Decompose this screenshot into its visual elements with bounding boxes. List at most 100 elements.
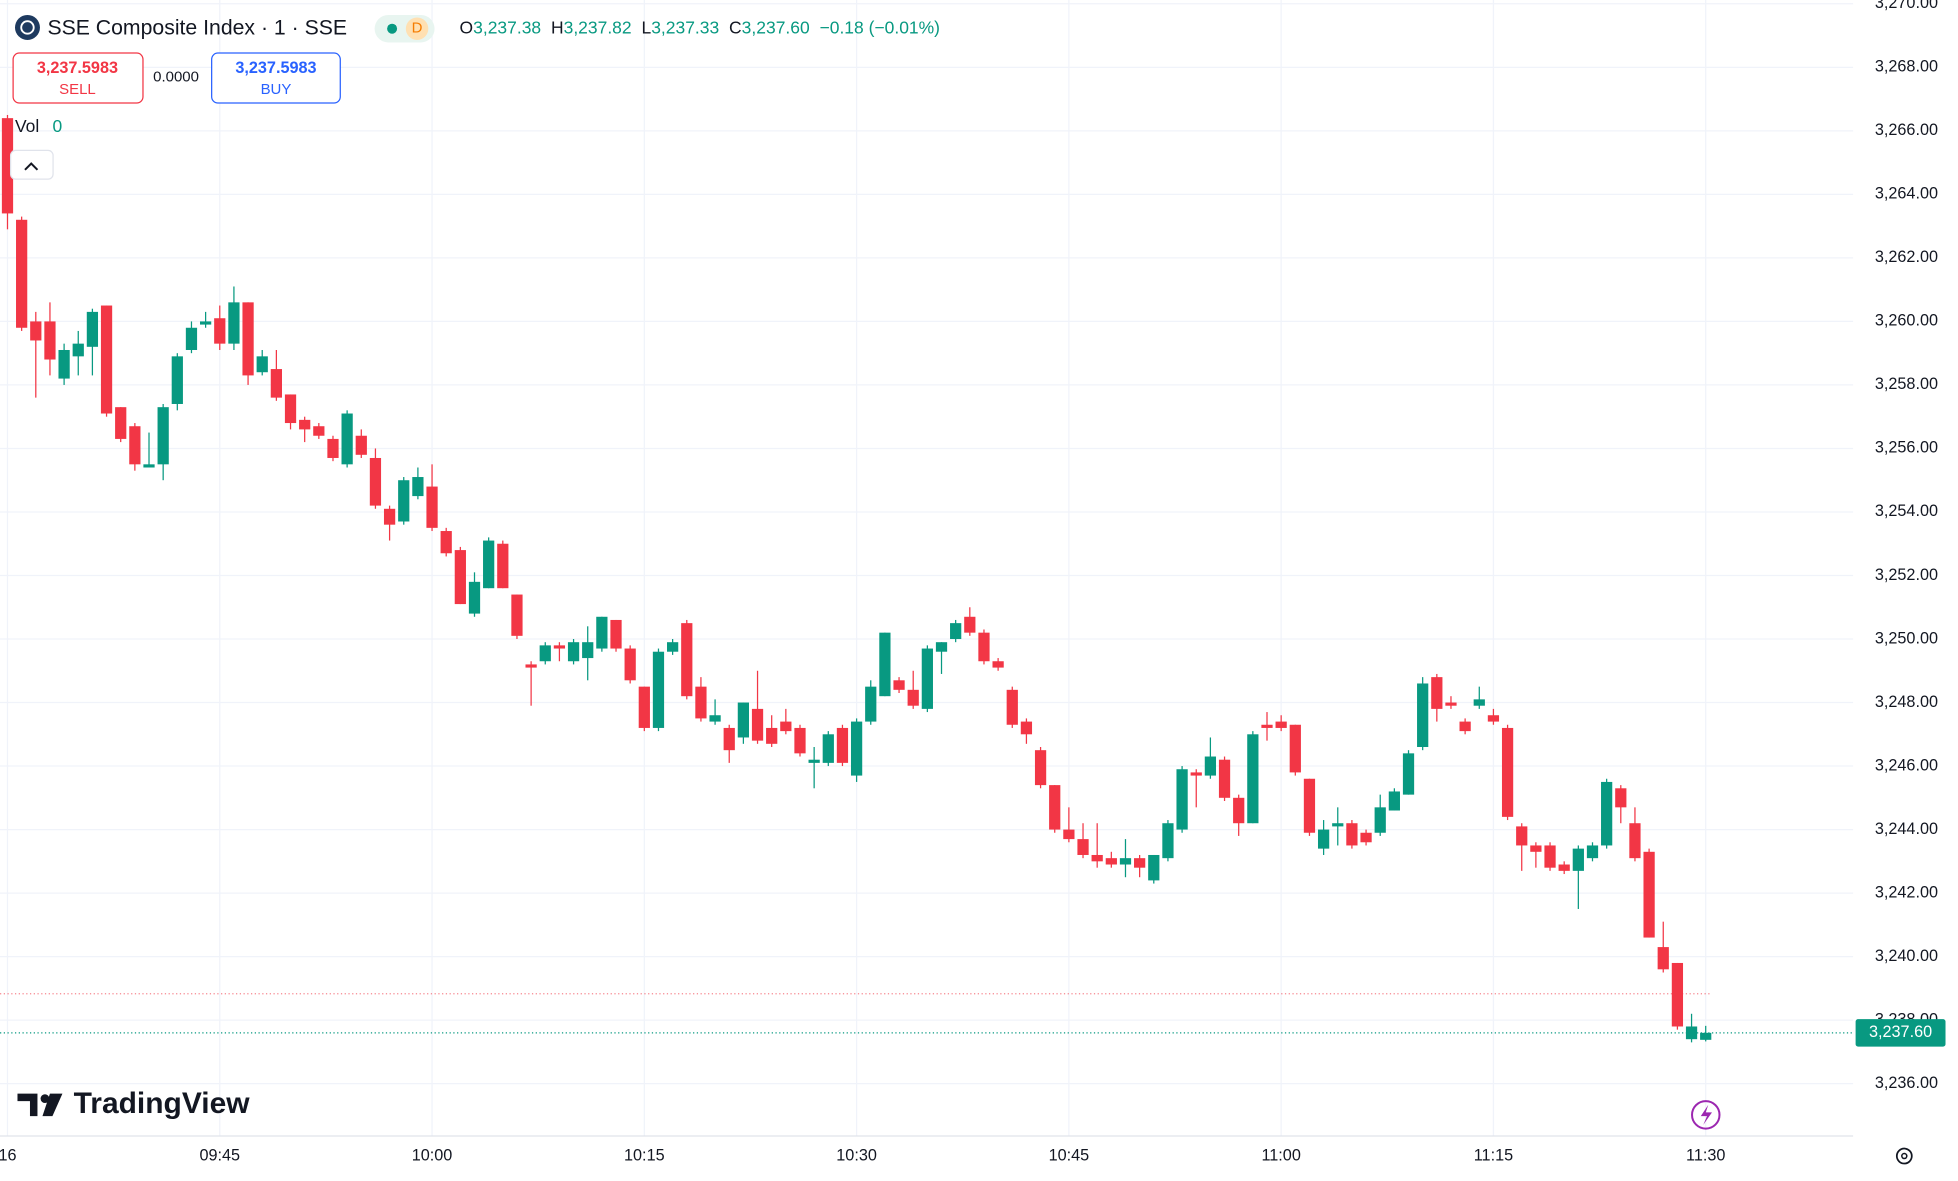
x-tick-label: 10:45 [1049, 1146, 1090, 1164]
candle-body [1091, 854, 1103, 862]
candle-body [313, 426, 325, 436]
candle-body [553, 645, 566, 649]
candle-body [115, 407, 127, 439]
candle-body [440, 531, 452, 554]
candle-body [171, 356, 183, 404]
candle-body [850, 721, 863, 776]
y-tick-label: 3,260.00 [1875, 312, 1938, 330]
ohlc-label: H [551, 17, 564, 37]
volume-value: 0 [52, 116, 62, 136]
candle-body [1360, 832, 1372, 843]
candle-body [737, 702, 750, 738]
candle-body [879, 632, 891, 697]
candle-body [511, 594, 523, 636]
candle-body [214, 318, 226, 344]
candle-body [383, 508, 396, 525]
y-tick-label: 3,268.00 [1875, 58, 1938, 76]
candle-body [1516, 826, 1528, 846]
candle-body [1204, 756, 1217, 776]
candle-body [369, 457, 382, 506]
y-tick-label: 3,248.00 [1875, 693, 1938, 711]
candle-body [497, 543, 509, 589]
candle-body [1501, 727, 1514, 817]
candle-body [1685, 1026, 1698, 1040]
candle-body [1473, 699, 1485, 706]
candle-body [1275, 721, 1287, 728]
candle-body [1700, 1032, 1712, 1040]
candle-body [893, 680, 905, 690]
spread: 0.0000 [153, 68, 199, 85]
candle-body [284, 394, 297, 424]
sell-price: 3,237.5983 [37, 59, 118, 77]
candle-body [723, 727, 735, 751]
ohlc-label: C [729, 17, 742, 37]
buy-price: 3,237.5983 [235, 59, 316, 77]
candle-body [978, 632, 990, 662]
candle-body [412, 477, 424, 497]
candle-body [695, 686, 707, 719]
candle-body [1049, 785, 1061, 830]
market-status-dot [387, 23, 398, 34]
candle-body [709, 715, 721, 722]
candle-body [681, 623, 693, 697]
x-tick-label: 11:00 [1261, 1146, 1300, 1164]
candle-body [766, 727, 778, 744]
candle-body [199, 321, 212, 325]
y-tick-label: 3,242.00 [1875, 883, 1938, 901]
candle-body [1643, 851, 1655, 938]
candle-body [1629, 823, 1641, 859]
candle-body [610, 619, 622, 649]
candle-body [256, 356, 268, 373]
candle-body [1445, 702, 1457, 706]
candle-body [157, 407, 169, 465]
candle-body [1006, 689, 1018, 725]
sell-button[interactable] [12, 52, 144, 104]
candle-body [426, 486, 438, 528]
sell-label: SELL [59, 81, 96, 98]
candle-body [1247, 734, 1259, 824]
candle-body [624, 648, 636, 681]
candle-body [865, 686, 877, 722]
lightning-button[interactable] [1691, 1100, 1721, 1130]
candle-body [1601, 781, 1613, 846]
y-tick-label: 3,258.00 [1875, 375, 1938, 393]
last-price-label: 3,237.60 [1869, 1023, 1932, 1041]
x-tick-label: 10:00 [412, 1146, 453, 1164]
candle-body [907, 689, 919, 706]
candle-body [1289, 724, 1301, 773]
buy-label: BUY [261, 81, 292, 98]
y-tick-label: 3,250.00 [1875, 629, 1938, 647]
y-tick-label: 3,244.00 [1875, 820, 1938, 838]
candle-body [30, 321, 42, 341]
candle-body [1119, 858, 1132, 865]
last-price-box [1855, 1019, 1946, 1047]
candle-body [242, 302, 254, 376]
candle-body [143, 464, 155, 468]
ohlc-label: O [460, 17, 474, 37]
candle-body [1459, 721, 1471, 732]
candle-body [341, 413, 353, 465]
candle-body [270, 369, 282, 398]
candle-body [638, 686, 650, 728]
candle-body [1431, 677, 1443, 709]
candle-body [1657, 947, 1669, 970]
ohlc-label: L [641, 17, 651, 37]
settings-button[interactable] [1895, 1147, 1913, 1165]
collapse-chevron [24, 162, 39, 171]
candle-body [1162, 823, 1174, 859]
candle-body [808, 759, 820, 763]
symbol-title[interactable]: SSE Composite Index · 1 · SSE [47, 16, 347, 39]
symbol-icon [14, 14, 40, 40]
candle-body [525, 664, 537, 668]
x-tick-label: 11:30 [1686, 1146, 1725, 1164]
candle-body [228, 302, 240, 344]
y-tick-label: 3,252.00 [1875, 566, 1938, 584]
candle-body [1063, 829, 1075, 840]
buy-button[interactable] [211, 52, 341, 104]
candle-body [1261, 724, 1273, 728]
candle-body [44, 321, 56, 360]
candle-body [667, 642, 679, 652]
candle-body [582, 642, 594, 659]
candle-body [483, 540, 495, 589]
y-tick-label: 3,246.00 [1875, 756, 1938, 774]
